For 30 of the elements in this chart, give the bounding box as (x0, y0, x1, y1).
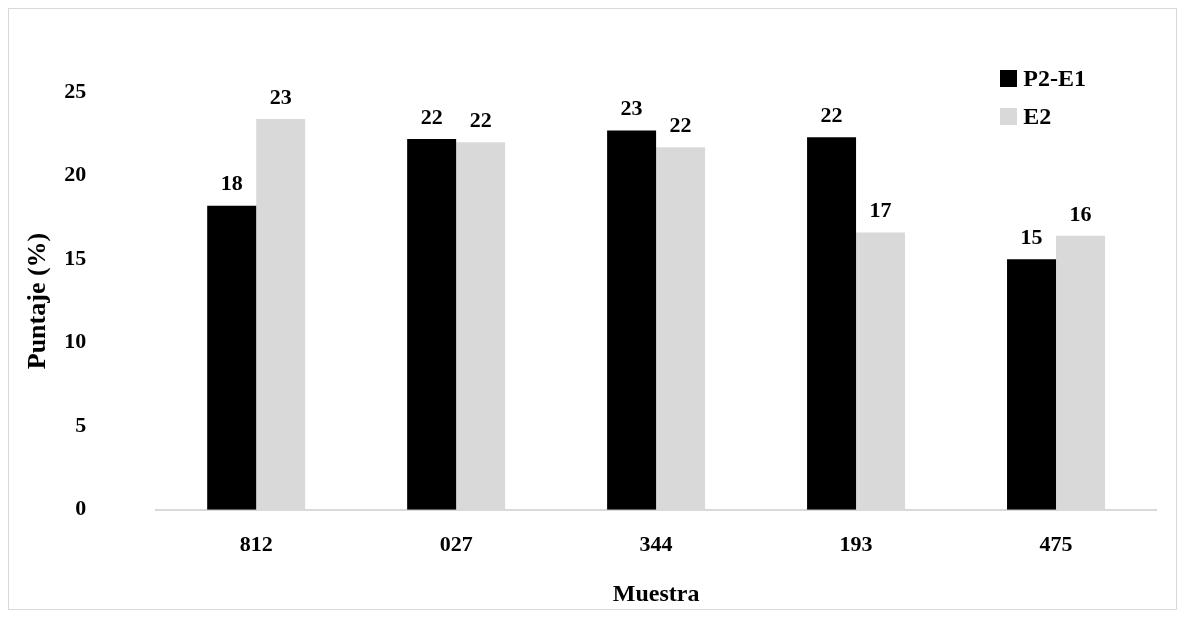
y-tick-label: 25 (64, 77, 87, 103)
data-label: 23 (269, 83, 292, 109)
y-tick-label: 5 (75, 411, 87, 437)
bar (607, 130, 657, 510)
y-tick-label: 10 (64, 328, 87, 354)
y-axis-title: Puntaje (%) (22, 232, 52, 370)
data-label: 23 (620, 95, 643, 121)
bar (207, 205, 257, 510)
data-label: 22 (820, 101, 843, 127)
x-tick-label: 027 (439, 530, 473, 556)
y-tick-label: 15 (64, 244, 87, 270)
legend-label: E2 (1023, 102, 1052, 131)
data-label: 22 (420, 103, 443, 129)
x-tick-label: 812 (239, 530, 273, 556)
data-label: 15 (1020, 223, 1043, 249)
legend-label: P2-E1 (1023, 64, 1086, 93)
x-tick-label: 344 (639, 530, 673, 556)
data-label: 22 (669, 112, 692, 138)
bar (1007, 259, 1057, 510)
data-label: 17 (869, 197, 892, 223)
x-tick-label: 193 (839, 530, 873, 556)
data-label: 22 (469, 107, 492, 132)
y-tick-label: 20 (64, 161, 87, 187)
y-tick-label: 0 (75, 495, 87, 521)
data-label: 18 (220, 170, 243, 196)
data-label: 16 (1069, 200, 1092, 226)
bar (807, 137, 857, 510)
x-tick-label: 475 (1039, 530, 1073, 556)
x-axis-title: Muestra (612, 579, 700, 606)
bar (407, 138, 457, 510)
